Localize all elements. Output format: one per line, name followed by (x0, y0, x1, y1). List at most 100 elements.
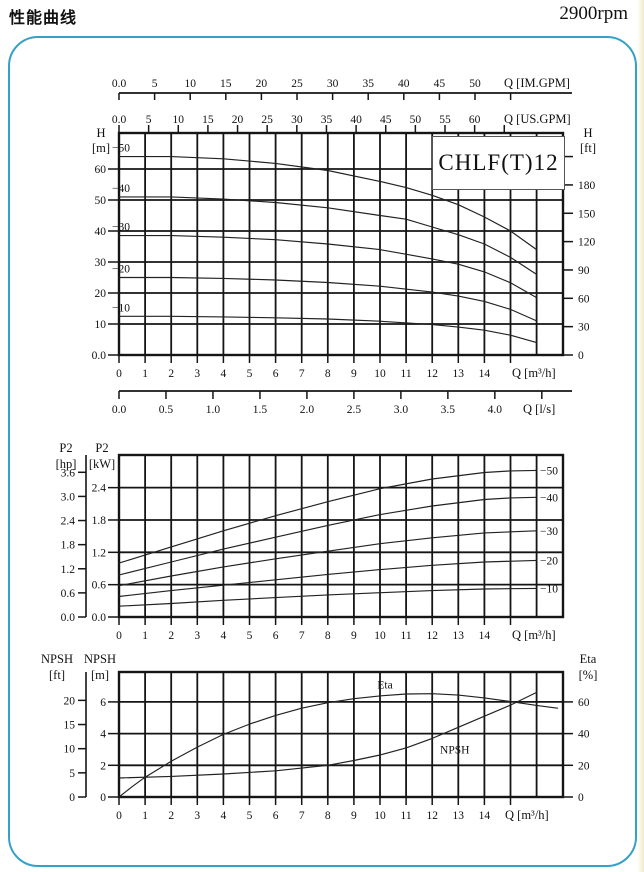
axis-title: H (583, 126, 592, 140)
tick-label: 3 (194, 630, 200, 642)
tick-label: 0.0 (92, 350, 107, 362)
curve-label: −40 (112, 183, 130, 195)
tick-label: 0.0 (112, 78, 127, 90)
tick-label: 3.0 (61, 491, 76, 503)
tick-label: 2 (168, 630, 174, 642)
x-axis-label: Q [m³/h] (505, 808, 549, 822)
curve-label: −20 (112, 264, 130, 276)
tick-label: 11 (401, 630, 412, 642)
tick-label: 0 (578, 792, 584, 804)
tick-label: 15 (64, 720, 76, 732)
tick-label: 3.5 (441, 404, 456, 416)
tick-label: 0.0 (92, 612, 107, 624)
tick-label: 35 (362, 78, 374, 90)
tick-label: 0 (116, 810, 122, 822)
tick-label: 50 (95, 195, 107, 207)
axis-unit: [%] (579, 668, 598, 682)
tick-label: 8 (325, 368, 331, 380)
page-title: 性能曲线 (9, 10, 78, 27)
rpm-label: 2900rpm (559, 3, 628, 24)
axis-unit: [m] (92, 141, 110, 155)
head-curve--20 (118, 276, 538, 322)
tick-label: 30 (291, 114, 303, 126)
tick-label: 14 (479, 630, 491, 642)
tick-label: 12 (426, 630, 438, 642)
tick-label: 3 (194, 368, 200, 380)
tick-label: 6 (273, 630, 279, 642)
tick-label: 2 (100, 760, 106, 772)
tick-label: 4 (100, 729, 106, 741)
axis-title: H (96, 126, 105, 140)
tick-label: 10 (184, 78, 196, 90)
tick-label: 60 (469, 114, 481, 126)
tick-label: 13 (453, 810, 465, 822)
curve-label: −30 (540, 526, 558, 538)
tick-label: 2 (168, 810, 174, 822)
tick-label: 2.5 (347, 404, 362, 416)
tick-label: 1 (142, 368, 148, 380)
tick-label: 2.4 (92, 483, 107, 495)
tick-label: 50 (469, 78, 481, 90)
axis-title: NPSH (41, 652, 73, 666)
tick-label: 0 (69, 792, 75, 804)
tick-label: 55 (439, 114, 451, 126)
tick-label: 5 (247, 630, 253, 642)
tick-label: 11 (401, 368, 412, 380)
tick-label: 120 (578, 237, 596, 249)
tick-label: 1.0 (206, 404, 221, 416)
tick-label: 2.4 (61, 516, 76, 528)
tick-label: 20 (64, 695, 76, 707)
plot-border (117, 670, 565, 799)
head-chart: 0.0 5 10 15 20 25 30 35 40 45 50 Q [IM.GPM]0.0 5 10 15… (92, 76, 596, 416)
tick-label: 0.6 (61, 588, 76, 600)
tick-label: 20 (578, 760, 590, 772)
tick-label: 40 (350, 114, 362, 126)
axis-unit: [kW] (89, 457, 115, 471)
tick-label: 30 (95, 257, 107, 269)
power-curve--10 (118, 587, 538, 607)
tick-label: 25 (261, 114, 273, 126)
axis-unit: [ft] (580, 141, 596, 155)
tick-label: 12 (426, 810, 438, 822)
axis-title: P2 (59, 441, 72, 455)
tick-label: 0 (116, 630, 122, 642)
tick-label: 1 (142, 630, 148, 642)
tick-label: 1.5 (253, 404, 268, 416)
tick-label: 5 (69, 768, 75, 780)
tick-label: 1.2 (61, 564, 76, 576)
tick-label: 10 (374, 368, 386, 380)
tick-label: 35 (321, 114, 333, 126)
tick-label: 20 (256, 78, 268, 90)
curve-label: −10 (112, 302, 130, 314)
curve-label: −40 (540, 492, 558, 504)
tick-label: 60 (578, 293, 590, 305)
tick-label: 90 (578, 265, 590, 277)
axis-unit: [m] (91, 668, 109, 682)
tick-label: 60 (95, 164, 107, 176)
curve-label: NPSH (440, 744, 469, 756)
head-curve--50 (118, 156, 538, 251)
x-axis-label: Q [l/s] (523, 402, 555, 416)
tick-label: 15 (202, 114, 214, 126)
tick-label: 7 (299, 810, 305, 822)
tick-label: 0.5 (159, 404, 174, 416)
tick-label: 6 (273, 368, 279, 380)
curve-label: −20 (540, 555, 558, 567)
curve-npsh (118, 691, 538, 779)
tick-label: 40 (95, 226, 107, 238)
plot-border (117, 131, 565, 357)
tick-label: 11 (401, 810, 412, 822)
tick-label: 9 (351, 368, 357, 380)
tick-label: 180 (578, 180, 596, 192)
x-axis-label: Q [m³/h] (512, 628, 556, 642)
tick-label: 20 (232, 114, 244, 126)
tick-label: 1 (142, 810, 148, 822)
tick-label: 45 (380, 114, 392, 126)
tick-label: 13 (453, 368, 465, 380)
curve-label: −50 (112, 143, 130, 155)
tick-label: 10 (95, 319, 107, 331)
head-curve--30 (118, 235, 538, 299)
axis-unit: [hp] (56, 457, 77, 471)
axis-title: NPSH (84, 652, 116, 666)
